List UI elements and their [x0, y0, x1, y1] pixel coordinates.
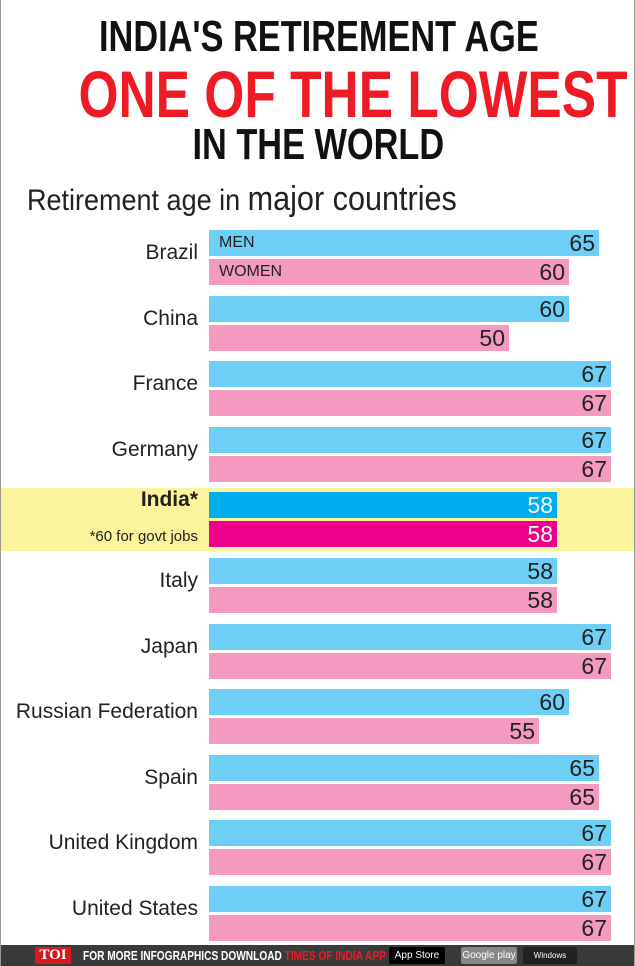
country-label: India*: [140, 488, 198, 512]
value-label: 58: [527, 558, 553, 584]
men-bar: 60: [209, 295, 569, 322]
value-label: 67: [581, 455, 607, 482]
series-label: MEN: [219, 234, 255, 251]
men-bar: 67: [209, 623, 611, 650]
value-label: 55: [509, 718, 535, 745]
women-bar: 55: [209, 718, 539, 745]
country-label: Russian Federation: [15, 700, 198, 724]
value-label: 60: [539, 689, 565, 716]
title-line-3: IN THE WORLD: [192, 120, 445, 169]
country-label: Spain: [144, 765, 198, 789]
value-label: 67: [581, 623, 607, 650]
value-label: 58: [527, 521, 553, 548]
series-label: WOMEN: [219, 263, 283, 280]
value-label: 60: [539, 295, 565, 322]
country-label: United States: [71, 897, 198, 920]
value-label: 67: [581, 915, 607, 941]
men-bar: 58: [209, 492, 557, 519]
women-bar: 67: [209, 390, 611, 417]
value-label: 58: [527, 492, 553, 519]
women-bar: 50: [209, 324, 509, 351]
value-label: 67: [581, 426, 607, 453]
men-bar: 58: [209, 558, 557, 584]
men-bar: 67: [209, 361, 611, 388]
men-bar: 60: [209, 689, 569, 716]
footer-text: FOR MORE INFOGRAPHICS DOWNLOAD TIMES OF …: [83, 948, 386, 963]
women-bar: 58: [209, 587, 557, 613]
value-label: 50: [479, 324, 505, 351]
country-label: United Kingdom: [48, 831, 198, 855]
value-label: 67: [581, 652, 607, 679]
country-label: China: [143, 306, 198, 330]
country-label: Germany: [111, 437, 198, 461]
value-label: 65: [569, 230, 595, 256]
country-label: Japan: [140, 634, 198, 658]
india-footnote: *60 for govt jobs: [89, 528, 198, 546]
title-line-2: ONE OF THE LOWEST: [78, 57, 628, 131]
women-bar: 67: [209, 849, 611, 876]
men-bar: 65: [209, 754, 599, 781]
men-bar: 65 MEN: [209, 230, 599, 256]
women-bar: 60 WOMEN: [209, 259, 569, 285]
value-label: 65: [569, 754, 595, 781]
google-play-badge[interactable]: Google play: [461, 947, 517, 964]
value-label: 67: [581, 886, 607, 912]
country-label: Italy: [159, 569, 198, 592]
app-store-badge[interactable]: App Store: [389, 947, 445, 964]
value-label: 60: [539, 259, 565, 285]
women-bar: 67: [209, 915, 611, 941]
footer-banner: TOI FOR MORE INFOGRAPHICS DOWNLOAD TIMES…: [1, 945, 634, 966]
country-label: Brazil: [145, 241, 198, 264]
chart-subtitle: Retirement age in major countries: [27, 180, 457, 218]
value-label: 67: [581, 390, 607, 417]
country-label: France: [132, 372, 198, 396]
windows-phone-badge[interactable]: Windows Phone: [523, 947, 577, 964]
title-line-1: INDIA'S RETIREMENT AGE: [98, 12, 539, 61]
women-bar: 65: [209, 783, 599, 810]
men-bar: 67: [209, 886, 611, 912]
value-label: 67: [581, 820, 607, 847]
value-label: 67: [581, 361, 607, 388]
toi-logo: TOI: [35, 947, 71, 964]
men-bar: 67: [209, 426, 611, 453]
men-bar: 67: [209, 820, 611, 847]
women-bar: 58: [209, 521, 557, 548]
women-bar: 67: [209, 455, 611, 482]
value-label: 67: [581, 849, 607, 876]
women-bar: 67: [209, 652, 611, 679]
value-label: 58: [527, 587, 553, 613]
value-label: 65: [569, 783, 595, 810]
